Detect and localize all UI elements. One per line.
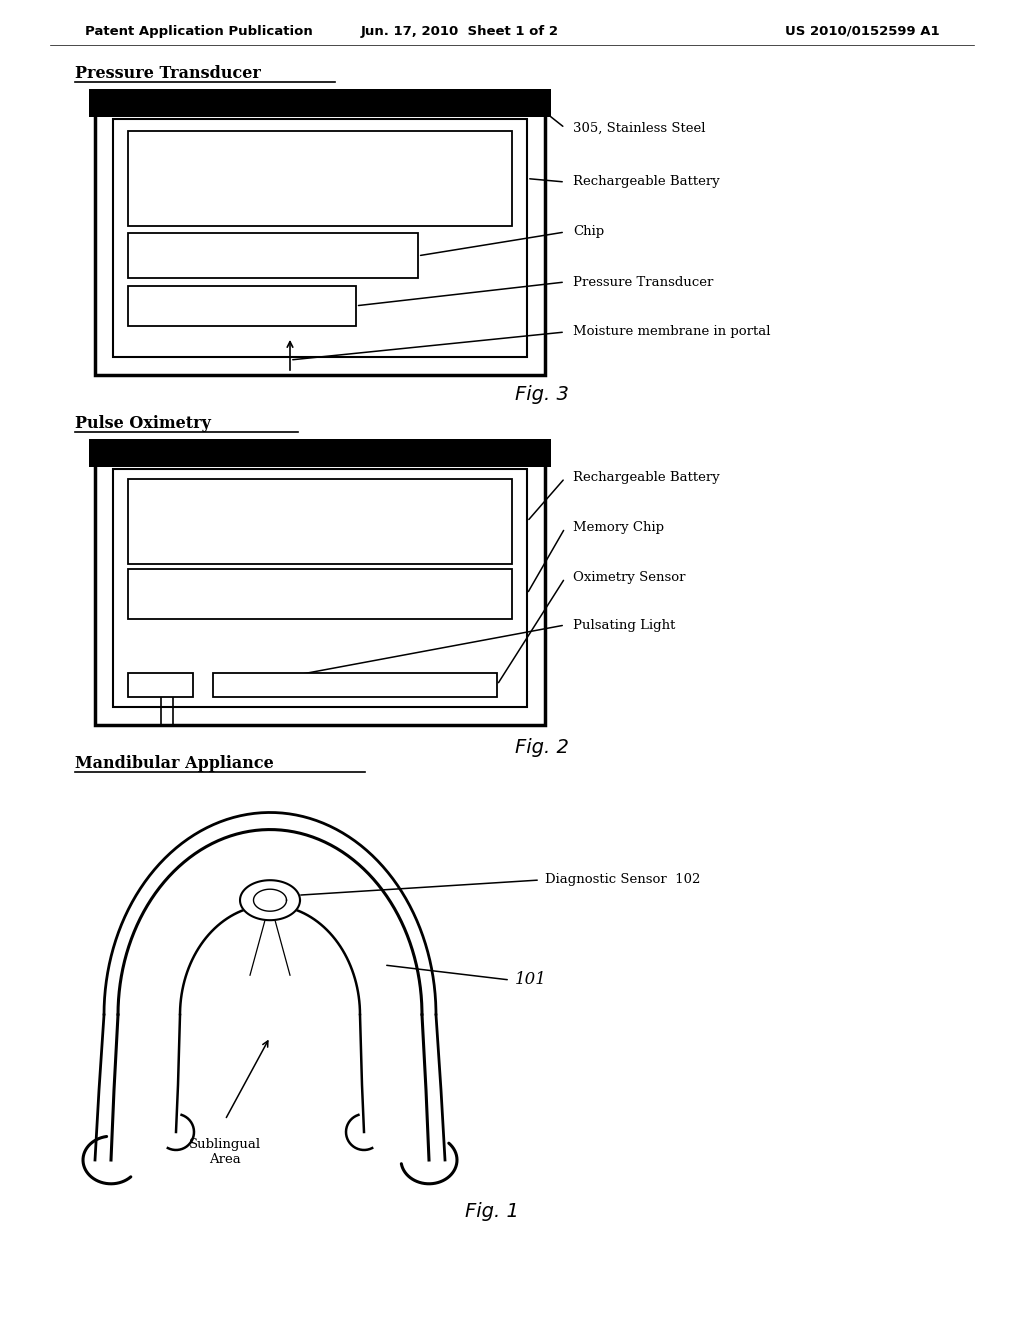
Bar [95, 95, 545, 375]
Text: US 2010/0152599 A1: US 2010/0152599 A1 [785, 25, 940, 38]
Text: Memory Chip: Memory Chip [573, 521, 664, 535]
Bar [128, 285, 355, 326]
Bar [89, 440, 551, 467]
Bar [95, 445, 545, 725]
Bar [128, 569, 512, 619]
Text: Pressure Transducer: Pressure Transducer [573, 276, 714, 289]
Text: Pressure Transducer: Pressure Transducer [75, 65, 261, 82]
Polygon shape [240, 880, 300, 920]
Text: Jun. 17, 2010  Sheet 1 of 2: Jun. 17, 2010 Sheet 1 of 2 [361, 25, 559, 38]
Bar [128, 234, 418, 279]
Text: Rechargeable Battery: Rechargeable Battery [573, 471, 720, 484]
Text: Fig. 1: Fig. 1 [465, 1203, 519, 1221]
Text: Oximetry Sensor: Oximetry Sensor [573, 572, 685, 585]
Text: Fig. 2: Fig. 2 [515, 738, 569, 756]
Bar [89, 88, 551, 117]
Bar [128, 673, 193, 697]
Bar [213, 673, 497, 697]
Text: Fig. 3: Fig. 3 [515, 385, 569, 404]
Text: Sublingual
Area: Sublingual Area [189, 1138, 261, 1166]
Text: Patent Application Publication: Patent Application Publication [85, 25, 312, 38]
Text: Moisture membrane in portal: Moisture membrane in portal [573, 326, 770, 338]
Text: 101: 101 [515, 972, 547, 989]
Text: 305, Stainless Steel: 305, Stainless Steel [573, 121, 706, 135]
Text: Pulse Oximetry: Pulse Oximetry [75, 414, 211, 432]
Bar [128, 131, 512, 226]
Bar [113, 469, 527, 708]
Text: Rechargeable Battery: Rechargeable Battery [573, 176, 720, 189]
Text: Mandibular Appliance: Mandibular Appliance [75, 755, 273, 772]
Bar [113, 119, 527, 356]
Text: Chip: Chip [573, 226, 604, 239]
Text: Diagnostic Sensor  102: Diagnostic Sensor 102 [545, 874, 700, 887]
Text: Pulsating Light: Pulsating Light [573, 619, 676, 631]
Bar [128, 479, 512, 564]
